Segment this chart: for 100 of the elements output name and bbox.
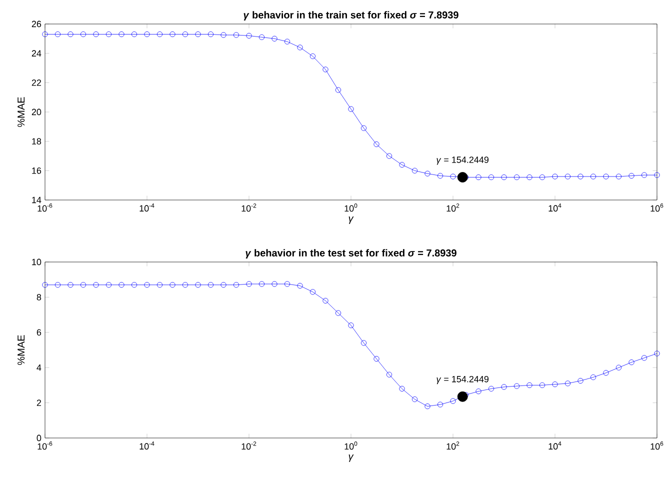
y-tick-label: 2 [36, 400, 42, 406]
point [272, 281, 278, 287]
point [80, 31, 86, 38]
y-axis-title: %MAE [18, 335, 25, 365]
point [488, 174, 494, 180]
point [424, 170, 430, 176]
point [526, 174, 532, 180]
point [360, 340, 367, 346]
point [450, 398, 456, 404]
annotation: γ = 154.2449 [436, 376, 489, 384]
point [335, 310, 342, 316]
x-tick-label: 10$^{6}$ [650, 442, 664, 450]
point [195, 282, 201, 288]
point [156, 31, 163, 38]
point [539, 174, 546, 180]
point [514, 383, 520, 389]
y-tick-label: 18 [32, 138, 42, 145]
point [80, 282, 86, 288]
point [348, 322, 354, 328]
point [233, 282, 240, 288]
point [603, 174, 609, 180]
point [641, 355, 648, 361]
point [488, 386, 494, 392]
point [208, 31, 214, 38]
point [374, 141, 380, 148]
point [386, 153, 392, 159]
point [374, 356, 380, 362]
point [284, 281, 290, 287]
y-tick-label: 24 [32, 50, 42, 56]
point [54, 31, 61, 38]
point [42, 31, 48, 38]
x-tick-label: 10$^{-2}$ [242, 204, 256, 212]
point [578, 174, 584, 180]
point [412, 168, 418, 174]
point [424, 404, 430, 410]
point [654, 350, 660, 356]
point [476, 388, 482, 394]
x-tick-label: 10$^{-6}$ [38, 442, 52, 450]
x-tick-label: 10$^{6}$ [650, 204, 664, 212]
point [437, 172, 444, 179]
point [399, 386, 405, 392]
point [310, 289, 316, 295]
point [628, 360, 634, 366]
point [501, 174, 507, 180]
y-tick-label: 14 [32, 196, 42, 204]
point [628, 172, 634, 179]
point [208, 282, 214, 288]
annotation: γ = 154.2449 [436, 156, 489, 165]
point [144, 282, 150, 288]
point [539, 382, 546, 388]
point [131, 282, 138, 288]
y-tick-label: 0 [36, 434, 42, 442]
point [93, 282, 99, 288]
point [616, 364, 622, 370]
y-axis-title: %MAE [18, 97, 25, 127]
x-tick-label: 10$^{2}$ [446, 204, 460, 212]
y-tick-label: 8 [36, 294, 42, 300]
chart-title: γ behavior in the test set for fixed σ = 7.8939 [246, 249, 456, 258]
y-tick-label: 20 [32, 108, 42, 116]
point [246, 32, 252, 39]
x-tick-label: 10$^{0}$ [344, 204, 358, 212]
point [590, 374, 596, 380]
y-tick-label: 6 [36, 329, 42, 336]
point [68, 282, 74, 288]
point [641, 172, 648, 178]
point [501, 384, 507, 390]
point [590, 174, 596, 180]
y-tick-label: 26 [32, 20, 42, 28]
point [170, 282, 176, 288]
point [106, 282, 112, 288]
point [220, 32, 226, 38]
point [437, 402, 444, 408]
point [42, 282, 48, 288]
point [616, 174, 622, 180]
point [258, 34, 265, 40]
point [322, 66, 328, 72]
x-axis-title: γ [348, 454, 354, 462]
x-tick-label: 10$^{-2}$ [242, 442, 256, 450]
point [603, 370, 609, 376]
point [297, 282, 303, 289]
point [322, 298, 328, 304]
y-tick-label: 22 [32, 80, 42, 86]
point [182, 282, 188, 288]
point [552, 382, 558, 388]
x-axis-title: γ [348, 216, 354, 224]
point [360, 125, 367, 131]
point [552, 174, 558, 180]
point [93, 31, 99, 38]
point [310, 53, 316, 60]
point [195, 31, 201, 38]
y-tick-label: 16 [32, 167, 42, 174]
point [335, 87, 342, 93]
x-tick-label: 10$^{0}$ [344, 442, 358, 450]
point [170, 31, 176, 38]
point [182, 31, 188, 38]
point [348, 106, 354, 112]
point [118, 31, 124, 38]
point [284, 38, 290, 44]
point [412, 396, 418, 402]
point [564, 380, 571, 386]
